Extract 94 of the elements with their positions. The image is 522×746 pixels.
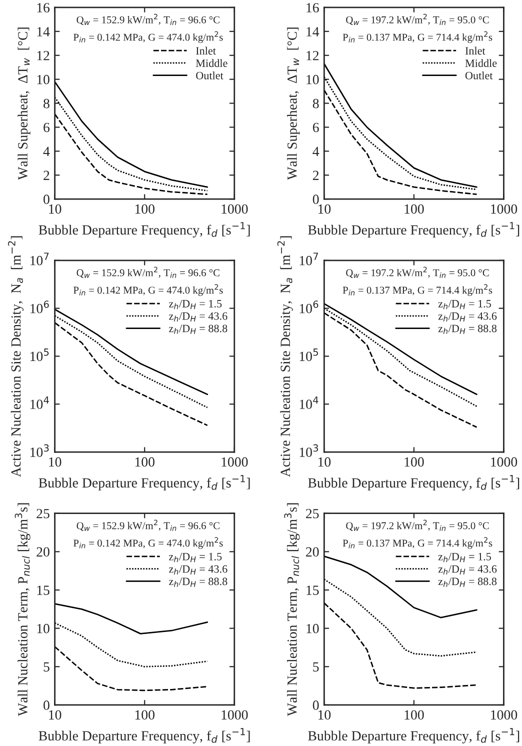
annotation: Q$_{w}$ = 152.9 kW/m$^{2}$, T$_{in}$ = 96.6 °C <box>76 14 220 25</box>
y-tick-label: 0 <box>312 194 319 204</box>
legend-label: Inlet <box>196 46 216 55</box>
annotation: P$_{in}$ = 0.142 MPa, G = 474.0 kg/m$^{2}$s <box>73 537 223 549</box>
x-tick-label: 1000 <box>491 710 518 720</box>
legend-label: z$_{h}$/D$_{H}$ = 43.6 <box>169 565 228 574</box>
x-tick-label: 100 <box>135 204 154 214</box>
y-tick-label: 15 <box>306 586 319 595</box>
y-axis-title: Active Nucleation Site Density, N$_{a}$ [m$^{−2}$] <box>8 236 24 478</box>
y-tick-label: 20 <box>36 547 50 557</box>
x-axis-title: Bubble Departure Frequency, f$_{d}$ [s$^{−1}$] <box>38 475 250 490</box>
x-tick-label: 100 <box>404 457 424 467</box>
annotation: Q$_{w}$ = 197.2 kW/m$^{2}$, T$_{in}$ = 95.0 °C <box>346 266 489 278</box>
legend-label: Middle <box>465 59 497 67</box>
x-tick-label: 1000 <box>491 457 518 467</box>
x-axis-title: Bubble Departure Frequency, f$_{d}$ [s$^{−1}$] <box>38 728 250 744</box>
legend-label: z$_{h}$/D$_{H}$ = 43.6 <box>169 312 228 322</box>
x-tick-label: 1000 <box>222 710 248 720</box>
y-tick-label: 6 <box>44 122 50 132</box>
legend-label: Middle <box>196 59 228 67</box>
y-tick-label: 10$^{3}$ <box>30 444 49 457</box>
legend-label: z$_{h}$/D$_{H}$ = 43.6 <box>438 312 497 322</box>
y-tick-label: 0 <box>44 194 50 204</box>
y-tick-label: 2 <box>312 170 319 180</box>
y-tick-label: 8 <box>312 98 319 108</box>
x-tick-label: 100 <box>404 710 424 720</box>
legend-label: z$_{h}$/D$_{H}$ = 88.8 <box>169 324 228 334</box>
y-axis-title: Wall Superheat, ΔT$_{w}$ [°C] <box>287 28 300 180</box>
legend-label: Outlet <box>465 72 493 80</box>
y-tick-label: 10 <box>37 74 50 84</box>
y-tick-label: 10$^{5}$ <box>30 348 49 362</box>
y-tick-label: 14 <box>306 27 320 36</box>
legend-label: z$_{h}$/D$_{H}$ = 1.5 <box>438 552 491 562</box>
y-tick-label: 10$^{4}$ <box>300 396 318 410</box>
y-tick-label: 12 <box>37 50 50 60</box>
x-axis-title: Bubble Departure Frequency, f$_{d}$ [s$^{−1}$] <box>38 222 250 238</box>
y-tick-label: 14 <box>37 27 50 36</box>
annotation: Q$_{w}$ = 152.9 kW/m$^{2}$, T$_{in}$ = 96.6 °C <box>76 520 220 531</box>
legend-label: Inlet <box>465 46 486 55</box>
x-tick-label: 100 <box>404 204 424 214</box>
y-tick-label: 15 <box>37 586 50 595</box>
annotation: P$_{in}$ = 0.137 MPa, G = 714.4 kg/m$^{2}$s <box>342 284 492 296</box>
x-tick-label: 1000 <box>491 204 518 214</box>
y-tick-label: 10$^{7}$ <box>300 252 318 266</box>
y-tick-label: 10$^{7}$ <box>30 252 49 266</box>
y-tick-label: 10$^{3}$ <box>300 444 318 457</box>
x-tick-label: 1000 <box>222 457 248 467</box>
y-axis-title: Wall Superheat, ΔT$_{w}$ [°C] <box>18 28 30 180</box>
y-axis-title: Wall Nucleation Term, P$_{nucl}$ [kg/m$^{3}$s] <box>284 503 300 716</box>
y-tick-label: 25 <box>36 508 50 518</box>
annotation: Q$_{w}$ = 152.9 kW/m$^{2}$, T$_{in}$ = 96.6 °C <box>76 266 220 278</box>
annotation: Q$_{w}$ = 197.2 kW/m$^{2}$, T$_{in}$ = 95.0 °C <box>346 14 489 25</box>
y-tick-label: 10$^{6}$ <box>300 300 318 314</box>
x-tick-label: 100 <box>135 710 154 720</box>
y-axis-title: Active Nucleation Site Density, N$_{a}$ [m$^{−2}$] <box>277 236 293 478</box>
legend-label: Outlet <box>196 72 224 80</box>
y-tick-label: 4 <box>312 146 320 156</box>
y-tick-label: 20 <box>306 547 319 557</box>
x-tick-label: 100 <box>135 457 154 467</box>
y-tick-label: 10$^{6}$ <box>30 300 49 314</box>
x-tick-label: 1000 <box>222 204 248 214</box>
legend-label: z$_{h}$/D$_{H}$ = 88.8 <box>169 578 228 587</box>
x-axis-title: Bubble Departure Frequency, f$_{d}$ [s$^{−1}$] <box>308 222 520 238</box>
legend-label: z$_{h}$/D$_{H}$ = 88.8 <box>438 324 497 334</box>
annotation: Q$_{w}$ = 197.2 kW/m$^{2}$, T$_{in}$ = 95.0 °C <box>346 520 489 531</box>
y-tick-label: 0 <box>312 700 319 710</box>
y-tick-label: 16 <box>37 3 50 12</box>
y-tick-label: 25 <box>306 508 319 518</box>
legend-label: z$_{h}$/D$_{H}$ = 1.5 <box>438 300 491 310</box>
y-tick-label: 16 <box>306 3 319 12</box>
x-axis-title: Bubble Departure Frequency, f$_{d}$ [s$^{−1}$] <box>308 728 520 744</box>
annotation: P$_{in}$ = 0.137 MPa, G = 714.4 kg/m$^{2}$s <box>342 537 492 549</box>
y-tick-label: 10 <box>306 624 319 634</box>
y-tick-label: 10$^{5}$ <box>300 348 318 362</box>
y-tick-label: 10 <box>306 74 319 84</box>
annotation: P$_{in}$ = 0.137 MPa, G = 714.4 kg/m$^{2}$s <box>342 31 492 43</box>
y-tick-label: 12 <box>306 50 319 60</box>
annotation: P$_{in}$ = 0.142 MPa, G = 474.0 kg/m$^{2}$s <box>73 31 223 43</box>
y-tick-label: 10$^{4}$ <box>30 396 49 410</box>
y-tick-label: 4 <box>43 146 50 156</box>
x-axis-title: Bubble Departure Frequency, f$_{d}$ [s$^{−1}$] <box>308 475 520 490</box>
annotation: P$_{in}$ = 0.142 MPa, G = 474.0 kg/m$^{2}$s <box>73 284 223 296</box>
y-axis-title: Wall Nucleation Term, P$_{nucl}$ [kg/m$^{3}$s] <box>14 503 30 716</box>
y-tick-label: 0 <box>44 700 50 710</box>
legend-label: z$_{h}$/D$_{H}$ = 43.6 <box>438 565 497 574</box>
y-tick-label: 5 <box>44 662 50 672</box>
y-tick-label: 5 <box>313 662 319 672</box>
y-tick-label: 2 <box>44 170 50 180</box>
y-tick-label: 8 <box>44 98 50 108</box>
legend-label: z$_{h}$/D$_{H}$ = 1.5 <box>169 300 222 310</box>
y-tick-label: 10 <box>37 624 50 634</box>
legend-label: z$_{h}$/D$_{H}$ = 1.5 <box>169 552 222 562</box>
legend-label: z$_{h}$/D$_{H}$ = 88.8 <box>438 578 497 587</box>
y-tick-label: 6 <box>312 122 319 132</box>
